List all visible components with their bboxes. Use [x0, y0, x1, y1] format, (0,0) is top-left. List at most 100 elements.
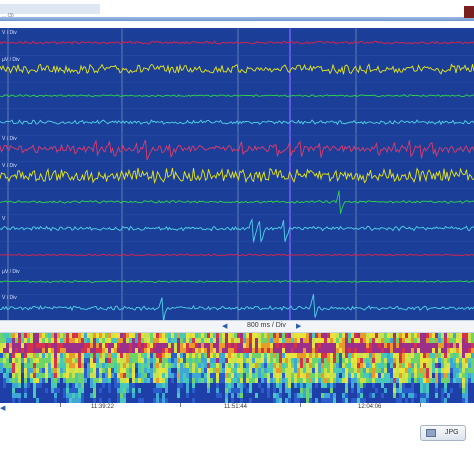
spectrogram-cell: [48, 353, 52, 359]
spectrogram-cell: [411, 363, 415, 369]
spectrogram-cell: [303, 363, 307, 369]
spectrogram-cell: [120, 363, 124, 369]
spectrogram-cell: [372, 398, 376, 403]
density-spectral-array[interactable]: [0, 333, 474, 403]
prev-page-arrow-icon[interactable]: ◀: [222, 323, 228, 330]
spectrogram-cell: [132, 383, 136, 389]
spectrogram-cell: [150, 363, 154, 369]
spectrogram-cell: [465, 358, 469, 364]
spectrogram-cell: [426, 363, 430, 369]
spectrogram-cell: [462, 353, 466, 359]
spectrogram-cell: [375, 368, 379, 374]
spectrogram-cell: [219, 353, 223, 359]
spectrogram-cell: [207, 353, 211, 359]
spectrogram-cell: [273, 343, 277, 349]
spectrogram-cell: [195, 363, 199, 369]
spectrogram-cell: [267, 338, 271, 344]
spectrogram-cell: [336, 378, 340, 384]
spectrogram-cell: [351, 398, 355, 403]
spectrogram-cell: [30, 363, 34, 369]
spectrogram-cell: [27, 393, 31, 399]
spectrogram-cell: [459, 348, 463, 354]
spectrogram-cell: [120, 348, 124, 354]
spectrogram-cell: [111, 383, 115, 389]
spectrogram-cell: [441, 338, 445, 344]
spectrogram-cell: [255, 353, 259, 359]
spectrogram-cell: [417, 358, 421, 364]
spectrogram-cell: [459, 358, 463, 364]
spectrogram-cell: [408, 368, 412, 374]
spectrogram-cell: [411, 338, 415, 344]
spectrogram-cell: [438, 363, 442, 369]
spectrogram-cell: [54, 368, 58, 374]
spectrogram-cell: [66, 388, 70, 394]
spectrogram-cell: [468, 383, 472, 389]
spectrogram-cell: [462, 393, 466, 399]
spectrogram-cell: [0, 338, 4, 344]
spectrogram-cell: [9, 333, 13, 339]
spectrogram-cell: [342, 348, 346, 354]
spectrogram-cell: [435, 338, 439, 344]
spectrogram-cell: [345, 393, 349, 399]
spectrogram-cell: [288, 388, 292, 394]
spectrogram-cell: [129, 388, 133, 394]
spectrogram-cell: [222, 398, 226, 403]
ruler-tick: [420, 403, 421, 407]
spectrogram-cell: [39, 363, 43, 369]
spectrogram-cell: [51, 353, 55, 359]
spectrogram-cell: [306, 338, 310, 344]
spectrogram-cell: [387, 343, 391, 349]
spectrogram-cell: [306, 388, 310, 394]
spectrogram-cell: [420, 348, 424, 354]
spectrogram-cell: [360, 353, 364, 359]
spectrogram-cell: [159, 338, 163, 344]
spectrogram-cell: [198, 393, 202, 399]
spectrogram-cell: [408, 363, 412, 369]
spectrogram-cell: [150, 398, 154, 403]
spectrogram-cell: [336, 343, 340, 349]
spectrogram-cell: [111, 363, 115, 369]
spectrogram-cell: [99, 353, 103, 359]
spectrogram-cell: [369, 348, 373, 354]
spectrogram-cell: [285, 378, 289, 384]
close-button[interactable]: [464, 6, 474, 18]
spectrogram-cell: [186, 348, 190, 354]
spectrogram-cell: [207, 388, 211, 394]
spectrogram-cell: [327, 393, 331, 399]
spectrogram-cell: [249, 368, 253, 374]
spectrogram-cell: [273, 353, 277, 359]
spectrogram-cell: [201, 363, 205, 369]
spectrogram-cell: [129, 358, 133, 364]
spectrogram-cell: [255, 358, 259, 364]
spectrogram-cell: [66, 373, 70, 379]
spectrogram-cell: [324, 338, 328, 344]
spectrogram-cell: [468, 398, 472, 403]
spectrogram-cell: [267, 383, 271, 389]
spectrogram-cell: [102, 368, 106, 374]
spectrogram-cell: [372, 338, 376, 344]
spectrogram-cell: [393, 363, 397, 369]
spectrogram-cell: [72, 333, 76, 339]
next-page-arrow-icon[interactable]: ▶: [296, 323, 302, 330]
scroll-left-arrow-icon[interactable]: ◀: [0, 405, 6, 412]
spectrogram-cell: [414, 383, 418, 389]
spectrogram-cell: [93, 393, 97, 399]
spectrogram-cell: [396, 333, 400, 339]
spectrogram-cell: [339, 353, 343, 359]
spectrogram-cell: [312, 373, 316, 379]
spectrogram-cell: [87, 393, 91, 399]
spectrogram-cell: [27, 378, 31, 384]
spectrogram-cell: [255, 398, 259, 403]
export-jpg-button[interactable]: JPG: [420, 425, 466, 441]
spectrogram-cell: [279, 333, 283, 339]
spectrogram-cell: [327, 333, 331, 339]
spectrogram-cell: [444, 398, 448, 403]
spectrogram-cell: [321, 398, 325, 403]
spectrogram-cell: [96, 338, 100, 344]
spectrogram-cell: [384, 363, 388, 369]
spectrogram-cell: [6, 383, 10, 389]
spectrogram-cell: [87, 358, 91, 364]
spectrogram-cell: [210, 358, 214, 364]
spectrogram-cell: [213, 393, 217, 399]
